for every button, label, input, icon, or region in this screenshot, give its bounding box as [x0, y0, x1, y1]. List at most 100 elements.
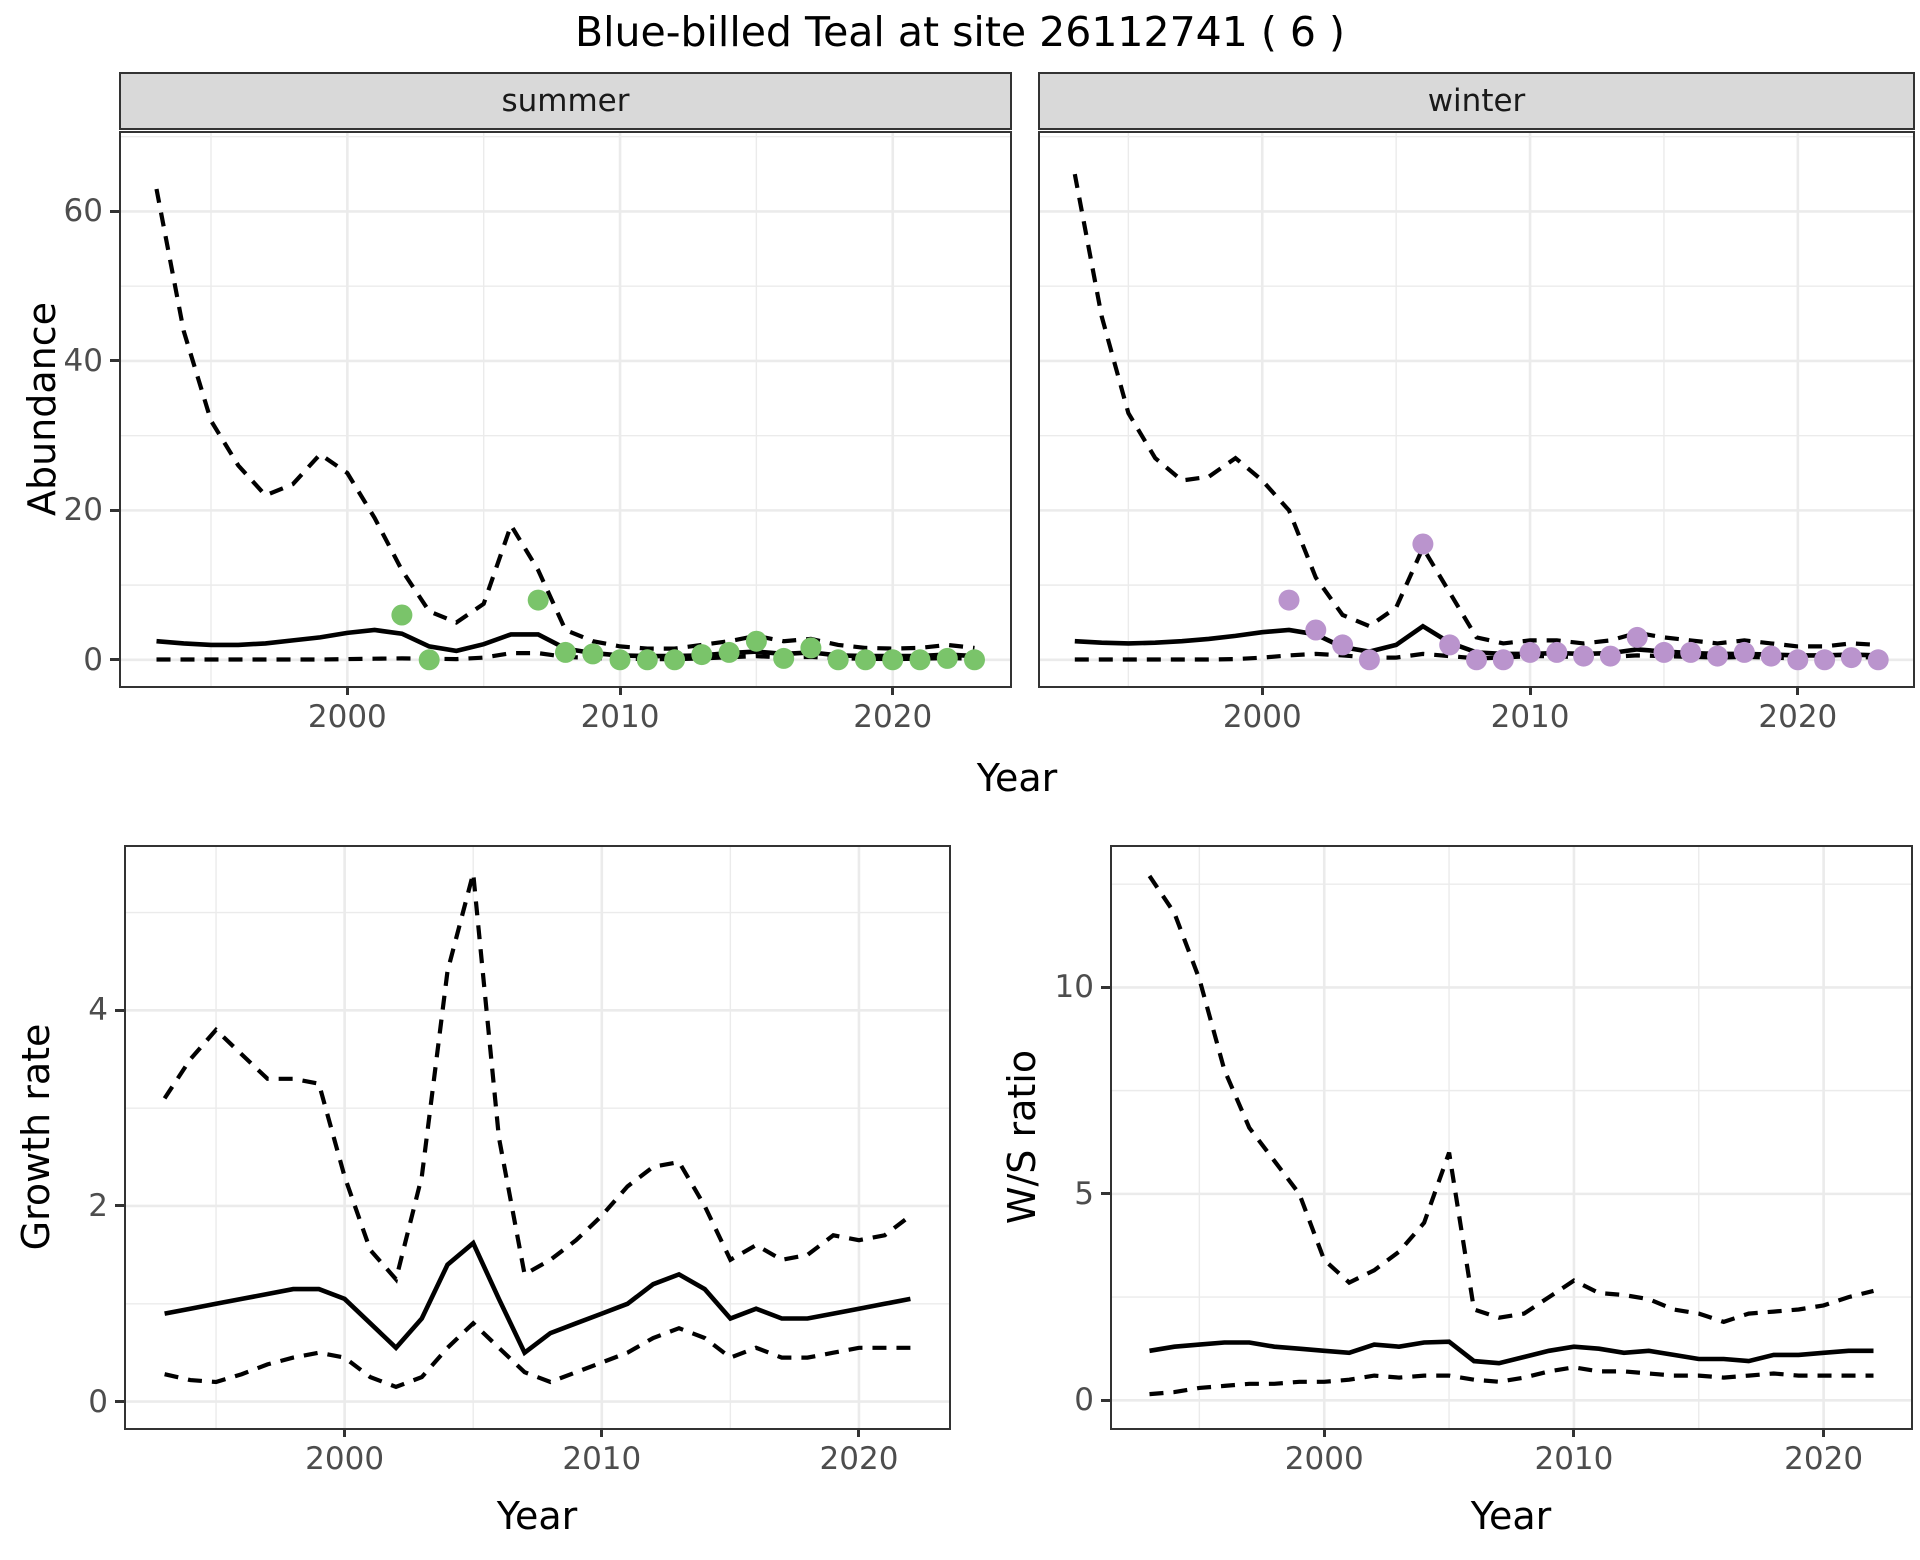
summer-data-point: [855, 649, 876, 671]
x-tick-label: 2020: [853, 699, 933, 735]
x-tick-label: 2020: [1784, 1441, 1864, 1477]
abundance-axis-label: Abundance: [20, 301, 64, 517]
winter-data-point: [1439, 634, 1461, 656]
ratio-lower_ci-line: [1149, 1365, 1874, 1397]
y-axis-tick: [110, 508, 119, 512]
ratio-x-axis-label: Year: [1470, 1494, 1552, 1538]
x-tick-label: 2000: [1284, 1441, 1364, 1477]
winter-data-point: [1599, 645, 1621, 667]
ws-ratio-axis-label: W/S ratio: [1000, 1049, 1044, 1225]
summer-data-point: [882, 649, 904, 671]
summer-data-point: [773, 647, 795, 669]
x-tick-label: 2010: [580, 699, 660, 735]
summer-data-point: [636, 649, 658, 671]
x-axis-tick: [857, 1428, 861, 1437]
y-tick-label: 40: [63, 342, 103, 379]
growth-upper_ci-line: [162, 872, 912, 1284]
x-axis-tick: [618, 686, 622, 695]
summer-data-point: [582, 643, 604, 665]
winter-data-point: [1787, 649, 1809, 671]
growth-mean-line: [164, 1239, 911, 1357]
y-tick-label: 10: [1054, 969, 1094, 1006]
summer-data-point: [555, 641, 576, 663]
y-axis-tick: [110, 359, 119, 363]
summer-data-point: [936, 647, 958, 669]
winter-data-point: [1680, 641, 1702, 663]
winter-data-point: [1814, 649, 1836, 671]
summer-upper_ci-line: [154, 188, 975, 651]
facet-strip-summer: summer: [119, 72, 1012, 130]
winter-data-point: [1653, 641, 1675, 663]
x-axis-tick: [1822, 1428, 1826, 1437]
x-axis-tick: [600, 1428, 604, 1437]
y-tick-label: 60: [63, 193, 103, 230]
y-tick-label: 4: [88, 992, 108, 1029]
summer-data-point: [909, 649, 931, 671]
x-axis-tick: [1796, 686, 1800, 695]
x-axis-tick: [1322, 1428, 1326, 1437]
winter-data-point: [1573, 645, 1595, 667]
winter-data-point: [1867, 649, 1889, 671]
y-axis-tick: [115, 1204, 124, 1208]
x-tick-label: 2000: [307, 699, 387, 735]
x-tick-label: 2000: [305, 1441, 385, 1477]
winter-data-point: [1760, 645, 1782, 667]
x-tick-label: 2010: [1534, 1441, 1614, 1477]
chart-title: Blue-billed Teal at site 26112741 ( 6 ): [574, 8, 1346, 56]
summer-plot-canvas: [121, 133, 1010, 686]
summer-data-point: [691, 644, 713, 666]
summer-data-point: [964, 649, 985, 671]
x-axis-tick: [891, 686, 895, 695]
abundance-winter-panel: 2000 2010 2020: [1038, 131, 1915, 735]
y-tick-label: 20: [63, 492, 103, 529]
y-axis-tick: [115, 1008, 124, 1012]
x-axis-tick: [1572, 1428, 1576, 1437]
winter-data-point: [1840, 647, 1862, 669]
winter-plot-canvas: [1040, 133, 1913, 686]
summer-data-point: [718, 641, 740, 663]
winter-data-point: [1626, 626, 1648, 648]
y-tick-label: 2: [88, 1187, 108, 1224]
growth-x-axis-label: Year: [496, 1494, 578, 1538]
summer-data-point: [418, 649, 440, 671]
winter-data-point: [1546, 641, 1568, 663]
x-axis-tick: [345, 686, 349, 695]
summer-data-point: [745, 630, 767, 652]
winter-data-point: [1305, 619, 1327, 641]
winter-data-point: [1332, 634, 1354, 656]
ratio-upper_ci-line: [1147, 874, 1875, 1325]
growth-rate-axis-label: Growth rate: [14, 1023, 58, 1251]
summer-data-point: [609, 649, 631, 671]
winter-data-point: [1733, 641, 1755, 663]
x-tick-label: 2010: [1490, 699, 1570, 735]
ratio-mean-line: [1149, 1339, 1874, 1366]
y-tick-label: 0: [88, 1383, 108, 1420]
winter-lower_ci-line: [1074, 651, 1879, 662]
x-tick-label: 2000: [1222, 699, 1302, 735]
top-x-axis-label: Year: [976, 756, 1058, 800]
winter-data-point: [1519, 641, 1541, 663]
y-axis-tick: [1101, 985, 1110, 989]
x-tick-label: 2020: [1758, 699, 1838, 735]
y-axis-tick: [1101, 1398, 1110, 1402]
x-axis-tick: [1260, 686, 1264, 695]
x-axis-tick: [1528, 686, 1532, 695]
x-axis-tick: [343, 1428, 347, 1437]
y-axis-tick: [1101, 1192, 1110, 1196]
summer-data-point: [527, 589, 549, 611]
ws-ratio-panel: 2000 2010 2020 0 5 10: [1055, 845, 1913, 1477]
y-tick-label: 0: [83, 641, 103, 678]
abundance-summer-panel: 2000 2010 2020 0 20 40 60: [64, 131, 1012, 735]
winter-data-point: [1412, 533, 1434, 555]
summer-data-point: [800, 637, 822, 659]
winter-data-point: [1278, 589, 1300, 611]
x-tick-label: 2010: [562, 1441, 642, 1477]
winter-data-point: [1358, 649, 1380, 671]
winter-upper_ci-line: [1072, 173, 1879, 649]
y-tick-label: 5: [1074, 1175, 1094, 1212]
summer-data-point: [391, 604, 413, 626]
summer-data-point: [664, 649, 686, 671]
growth-lower_ci-line: [164, 1320, 911, 1390]
winter-data-point: [1707, 645, 1728, 667]
